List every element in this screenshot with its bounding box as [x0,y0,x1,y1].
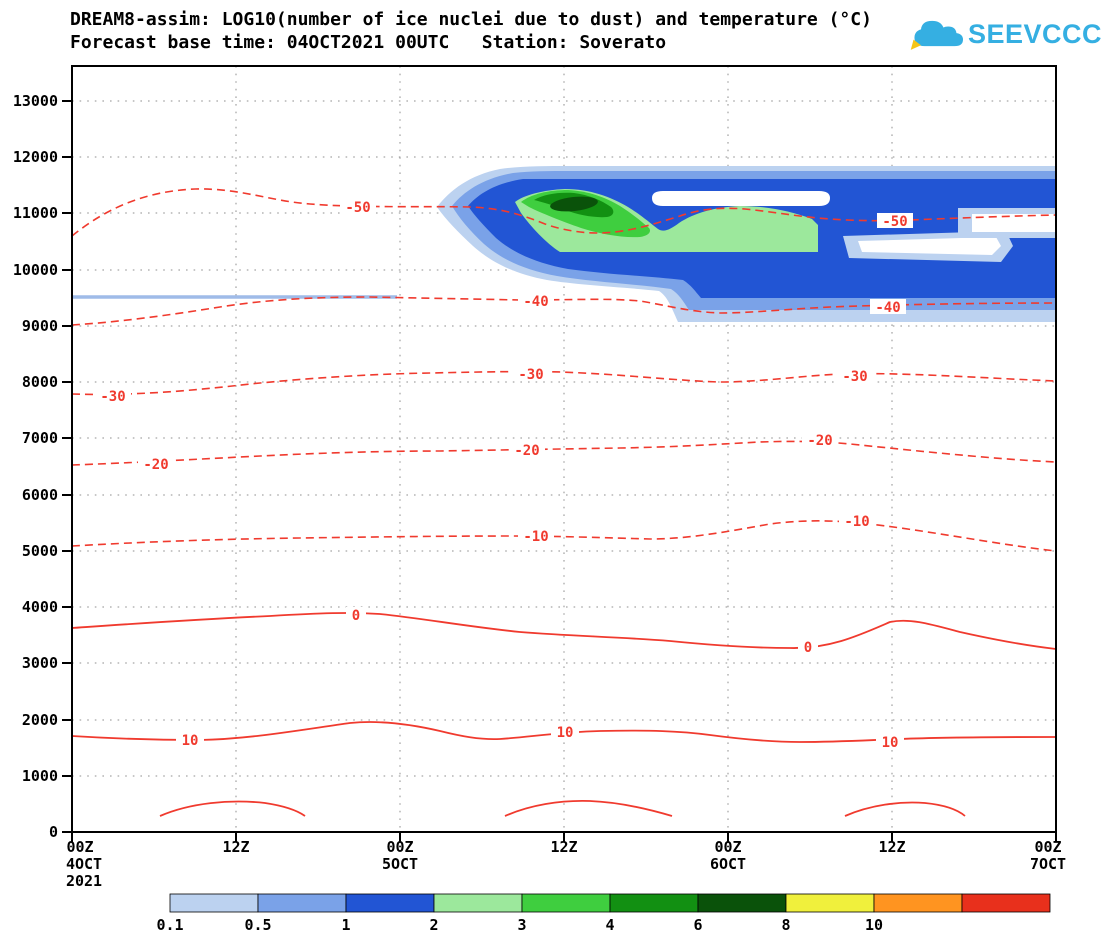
y-tick-label: 12000 [13,148,58,166]
colorbar-label: 1 [341,916,350,934]
x-tick-time: 12Z [550,838,577,856]
colorbar-segment-2 [433,893,523,913]
temp-contour-minus40 [71,296,1057,326]
colorbar: 0.1 0.5 1 2 3 4 6 8 10 [156,893,1051,934]
colorbar-segment-10 [873,893,963,913]
colorbar-segment-3 [521,893,611,913]
temp-label-zero: 0 [352,608,360,624]
temp-label-minus30: -30 [842,369,867,385]
temp-label-plus10: 10 [182,733,199,749]
x-tick-time: 12Z [878,838,905,856]
y-tick-label: 9000 [22,317,58,335]
temp-contour-minus10 [71,520,1057,552]
y-tick-label: 4000 [22,598,58,616]
temp-label-minus40: -40 [523,294,548,310]
x-tick-date: 7OCT [1030,855,1066,873]
colorbar-segment-6 [697,893,787,913]
x-tick-date: 5OCT [382,855,418,873]
y-tick-label: 11000 [13,204,58,222]
y-axis-ticks [62,100,72,833]
plot-frame [62,65,1057,842]
temp-label-minus20: -20 [514,443,539,459]
colorbar-label: 0.1 [156,916,183,934]
logo-text: SEEVCCC [967,18,1102,49]
temp-label-minus50: -50 [882,214,907,230]
temp-label-minus40: -40 [875,300,900,316]
clear-gap-right-band-inner [972,214,1056,232]
y-tick-label: 0 [49,823,58,841]
x-tick-time: 00Z [1034,838,1061,856]
chart-subtitle: Forecast base time: 04OCT2021 00UTC Stat… [70,32,667,53]
temp-contour-surface-arc-1 [159,800,306,817]
temp-label-minus20: -20 [807,433,832,449]
temp-label-plus10: 10 [882,735,899,751]
colorbar-segment-4 [609,893,699,913]
y-tick-label: 13000 [13,92,58,110]
colorbar-segment-0.5 [257,893,347,913]
colorbar-label: 4 [605,916,614,934]
colorbar-segment-max [961,893,1051,913]
temp-label-minus30: -30 [518,367,543,383]
x-tick-date: 6OCT [710,855,746,873]
x-tick-year: 2021 [66,872,102,890]
y-tick-label: 3000 [22,654,58,672]
seevccc-logo: SEEVCCC [907,14,1102,54]
y-tick-label: 8000 [22,373,58,391]
y-tick-label: 1000 [22,767,58,785]
temp-label-minus50: -50 [345,200,370,216]
clear-gap-wedge-inner [858,237,1001,255]
x-tick-time: 00Z [66,838,93,856]
colorbar-segment-1 [345,893,435,913]
temp-contour-surface-arc-2 [504,799,673,817]
colorbar-label: 6 [693,916,702,934]
colorbar-label: 3 [517,916,526,934]
temp-contour-minus30 [71,370,1057,396]
temp-label-minus10: -10 [844,514,869,530]
y-tick-label: 2000 [22,711,58,729]
x-tick-time: 00Z [714,838,741,856]
temp-contour-minus50 [71,188,1057,237]
x-tick-time: 00Z [386,838,413,856]
temp-label-minus20: -20 [143,457,168,473]
y-tick-label: 10000 [13,261,58,279]
x-axis-ticks [71,832,1057,842]
x-tick-time: 12Z [222,838,249,856]
chart-header: DREAM8-assim: LOG10(number of ice nuclei… [70,8,872,54]
y-tick-label: 7000 [22,429,58,447]
y-tick-label: 5000 [22,542,58,560]
colorbar-segment-0.1 [169,893,259,913]
y-tick-label: 6000 [22,486,58,504]
temp-contour-minus20 [71,440,1057,466]
temp-contour-zero [71,612,1057,650]
colorbar-label: 8 [781,916,790,934]
temperature-contour-labels: -50 -50 -40 -40 -30 -30 -30 -20 -20 -20 … [95,199,913,751]
x-axis-labels: 00Z 12Z 00Z 12Z 00Z 12Z 00Z 4OCT 5OCT 6O… [66,838,1066,890]
colorbar-label: 10 [865,916,883,934]
chart-title: DREAM8-assim: LOG10(number of ice nuclei… [70,9,872,30]
colorbar-label: 2 [429,916,438,934]
ice-nuclei-filled-contours [72,166,1056,322]
temp-label-zero: 0 [804,640,812,656]
temp-label-minus10: -10 [523,529,548,545]
temp-label-minus30: -30 [100,389,125,405]
temp-contour-surface-arc-3 [844,801,966,817]
colorbar-label: 0.5 [244,916,271,934]
cloud-icon [910,20,963,50]
x-tick-date: 4OCT [66,855,102,873]
fill-level-6 [550,196,598,212]
temp-label-plus10: 10 [557,725,574,741]
y-axis-labels: 0 1000 2000 3000 4000 5000 6000 7000 800… [13,92,58,841]
colorbar-segment-8 [785,893,875,913]
clear-gap-stripe [652,191,830,206]
